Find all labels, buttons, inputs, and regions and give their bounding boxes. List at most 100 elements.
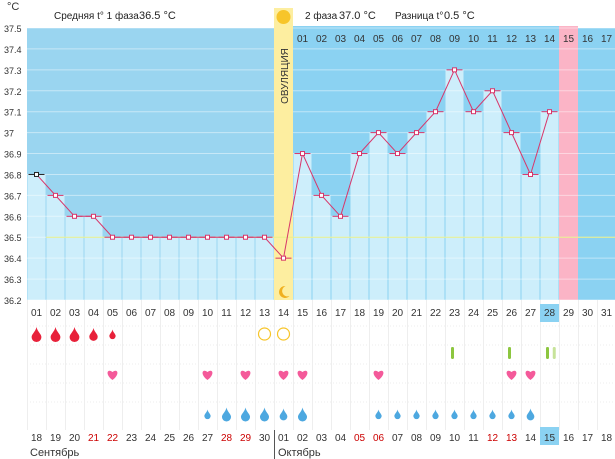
date-label: 09 <box>430 433 442 444</box>
bleeding-drop-icon <box>89 328 98 341</box>
temperature-bar <box>350 153 369 300</box>
temperature-bar <box>502 132 521 300</box>
sun-icon <box>276 10 291 24</box>
phase2-day-label: 12 <box>506 34 518 45</box>
phase2-day-label: 14 <box>544 34 556 45</box>
temperature-point <box>224 234 229 240</box>
temperature-point <box>452 67 457 73</box>
temperature-point <box>395 151 400 157</box>
temperature-point <box>186 234 191 240</box>
cycle-day-label: 17 <box>335 308 347 319</box>
temperature-bar <box>217 237 236 300</box>
y-tick-label: 37.5 <box>4 24 22 34</box>
temperature-bar <box>540 111 559 300</box>
phase1-value: 36.5 °C <box>139 10 176 22</box>
cycle-day-label: 19 <box>373 308 385 319</box>
discharge-drop-icon <box>297 407 308 422</box>
temperature-bar <box>293 153 312 300</box>
cycle-day-label: 30 <box>582 308 594 319</box>
discharge-drop-icon <box>259 407 270 422</box>
cycle-day-label: 14 <box>278 308 290 319</box>
temperature-point <box>167 234 172 240</box>
cycle-day-label: 12 <box>240 308 252 319</box>
highlight-day-band <box>559 26 578 300</box>
temperature-point <box>243 234 248 240</box>
discharge-drop-icon <box>451 409 458 420</box>
date-label: 06 <box>373 433 385 444</box>
date-label: 01 <box>278 433 290 444</box>
bleeding-drop-icon <box>109 329 116 340</box>
date-label: 27 <box>202 433 214 444</box>
temperature-bar <box>312 195 331 300</box>
date-label: 13 <box>506 433 518 444</box>
temperature-point <box>110 234 115 240</box>
phase2-day-label: 01 <box>297 34 309 45</box>
discharge-drop-icon <box>526 408 535 421</box>
y-unit-label: °C <box>7 1 19 13</box>
temperature-bar <box>388 153 407 300</box>
date-label: 18 <box>601 433 613 444</box>
cycle-day-label: 02 <box>50 308 62 319</box>
date-label: 30 <box>259 433 271 444</box>
y-tick-label: 37.3 <box>4 66 22 76</box>
discharge-drop-icon <box>470 409 477 420</box>
cycle-day-label: 13 <box>259 308 271 319</box>
discharge-drop-icon <box>489 409 496 420</box>
date-label: 23 <box>126 433 138 444</box>
temperature-bar <box>483 90 502 301</box>
date-label: 25 <box>164 433 176 444</box>
temperature-point <box>72 213 77 219</box>
cycle-day-label: 16 <box>316 308 328 319</box>
bleeding-drop-icon <box>69 327 80 343</box>
temperature-bar <box>46 195 65 300</box>
cycle-day-label: 25 <box>487 308 499 319</box>
date-label: 05 <box>354 433 366 444</box>
current-date-highlight <box>540 427 559 445</box>
discharge-drop-icon <box>508 409 515 420</box>
cycle-day-label: 23 <box>449 308 461 319</box>
phase2-day-label: 17 <box>601 34 613 45</box>
diff-label: Разница t° <box>395 11 443 22</box>
date-label: 29 <box>240 433 252 444</box>
cycle-day-label: 01 <box>31 308 43 319</box>
month-september: Сентябрь <box>30 447 80 459</box>
phase2-day-label: 02 <box>316 34 328 45</box>
cycle-day-label: 20 <box>392 308 404 319</box>
bleeding-drop-icon <box>50 327 61 343</box>
temperature-bar <box>464 111 483 300</box>
phase1-label: Средняя t° 1 фаза <box>54 10 139 22</box>
phase2-day-label: 13 <box>525 34 537 45</box>
temperature-point <box>376 130 381 136</box>
y-tick-label: 36.6 <box>4 212 22 222</box>
date-label: 03 <box>316 433 328 444</box>
heart-icon <box>240 370 251 380</box>
date-label: 08 <box>411 433 423 444</box>
temperature-point <box>319 192 324 198</box>
cycle-day-label: 31 <box>601 308 613 319</box>
cycle-day-label: 26 <box>506 308 518 319</box>
test-circle-icon <box>257 327 272 341</box>
date-label: 19 <box>50 433 62 444</box>
phase2-day-label: 06 <box>392 34 404 45</box>
mark-bar-icon <box>546 347 549 359</box>
discharge-drop-icon <box>375 409 382 420</box>
diff-value: 0.5 °C <box>444 10 475 22</box>
y-tick-label: 37 <box>4 129 14 139</box>
date-label: 04 <box>335 433 347 444</box>
cycle-day-label: 22 <box>430 308 442 319</box>
discharge-drop-icon <box>413 409 420 420</box>
phase2-day-label: 07 <box>411 34 423 45</box>
date-label: 15 <box>544 433 556 444</box>
discharge-drop-icon <box>221 407 232 422</box>
phase2-label: 2 фаза <box>305 10 338 22</box>
temperature-point <box>53 192 58 198</box>
date-label: 22 <box>107 433 119 444</box>
phase2-day-label: 11 <box>487 34 498 45</box>
phase2-day-label: 10 <box>468 34 480 45</box>
mark-bar-icon <box>552 347 556 359</box>
temperature-point <box>281 255 286 261</box>
temperature-point <box>509 130 514 136</box>
phase2-day-label: 03 <box>335 34 347 45</box>
temperature-bar <box>445 69 464 300</box>
cycle-day-label: 10 <box>202 308 214 319</box>
